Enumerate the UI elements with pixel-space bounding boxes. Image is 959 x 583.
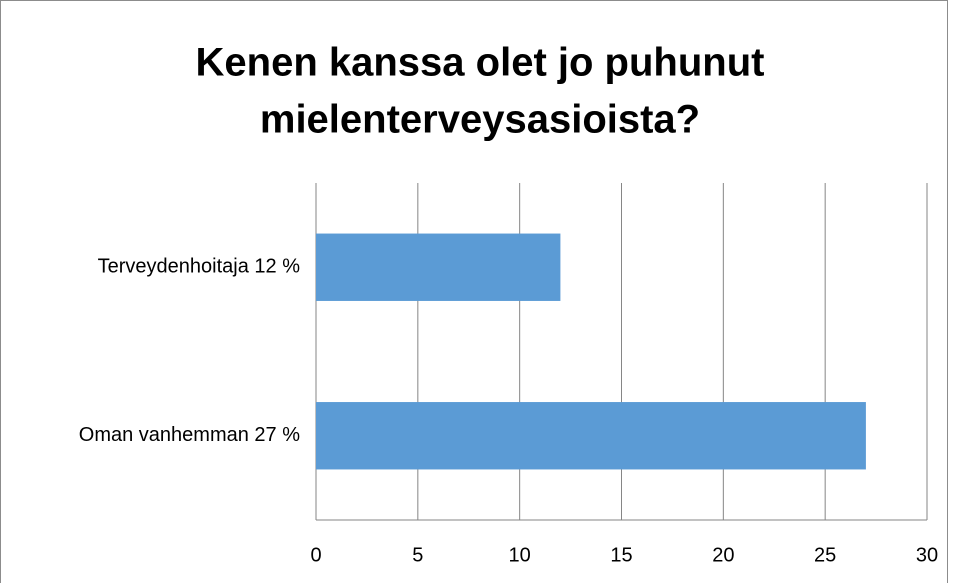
bar [316,402,866,470]
x-tick-label: 15 [610,544,632,566]
chart-title: Kenen kanssa olet jo puhunut [196,41,765,85]
bar [316,233,561,301]
x-tick-label: 30 [916,544,938,566]
x-tick-label: 5 [412,544,423,566]
chart-title: mielenterveysasioista? [260,98,700,142]
x-tick-label: 10 [509,544,531,566]
y-tick-label: Terveydenhoitaja 12 % [98,256,301,278]
x-tick-label: 20 [712,544,734,566]
y-tick-label: Oman vanhemman 27 % [79,424,300,446]
x-tick-label: 25 [814,544,836,566]
x-tick-label: 0 [310,544,321,566]
